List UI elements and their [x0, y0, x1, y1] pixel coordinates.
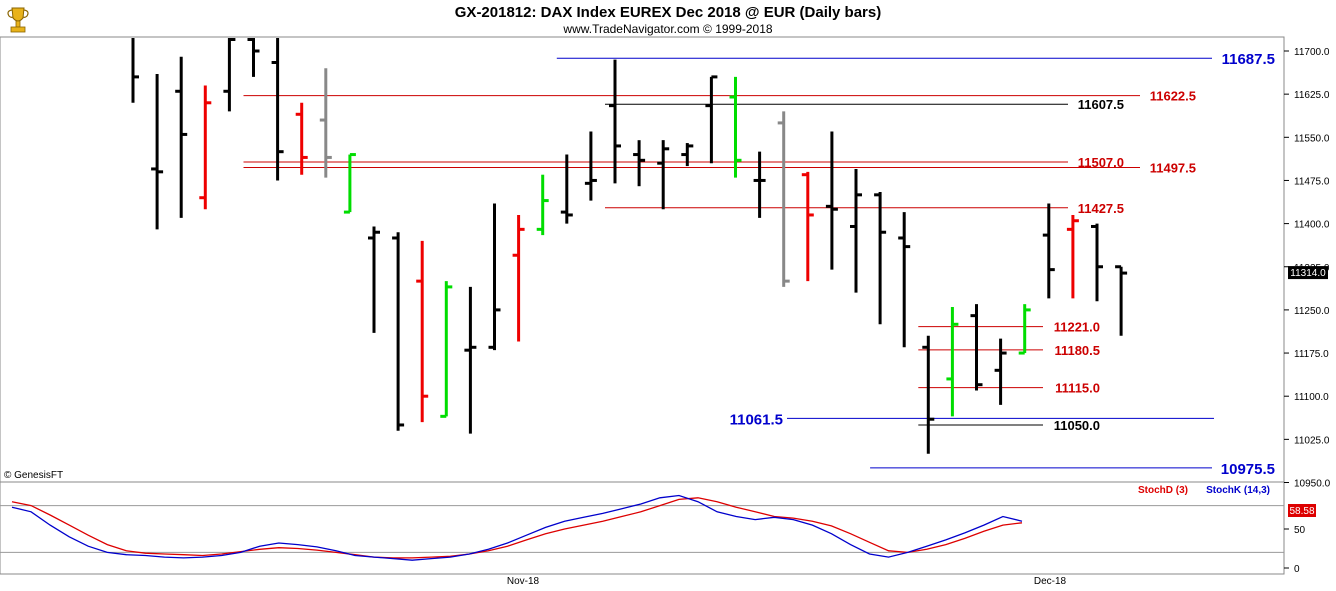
- ohlc-bar: [874, 191, 887, 325]
- ohlc-bar: [1091, 223, 1103, 302]
- ohlc-bar: [1042, 203, 1055, 299]
- ohlc-bar: [247, 37, 260, 77]
- chart-title: GX-201812: DAX Index EUREX Dec 2018 @ EU…: [455, 4, 881, 21]
- ohlc-bar: [705, 75, 718, 164]
- ohlc-bar: [151, 74, 164, 230]
- price-tick-label: 10950.0: [1294, 479, 1331, 490]
- ohlc-bar: [753, 151, 766, 218]
- ohlc-bar: [295, 102, 308, 175]
- ohlc-bar: [271, 38, 284, 181]
- ohlc-bar: [199, 85, 212, 210]
- ohlc-bar: [392, 232, 405, 431]
- stoch-axis: 50 0: [1284, 525, 1306, 575]
- ohlc-bar: [970, 304, 983, 391]
- stoch-legend-k: StochK (14,3): [1206, 485, 1270, 496]
- price-tick-label: 11250.0: [1294, 306, 1330, 317]
- ohlc-bar: [922, 335, 935, 454]
- x-label-nov: Nov-18: [507, 576, 540, 587]
- ohlc-bar: [560, 154, 573, 224]
- stoch-lines: [0, 494, 1284, 561]
- price-tick-label: 11550.0: [1294, 133, 1330, 144]
- ohlc-bar: [175, 56, 188, 218]
- ohlc-bar: [609, 59, 621, 184]
- price-panel-frame: [0, 36, 1285, 483]
- ohlc-bar: [536, 174, 549, 236]
- ohlc-bar: [898, 212, 911, 348]
- ohlc-bar: [801, 171, 814, 282]
- ohlc-bar: [416, 240, 429, 423]
- price-level-label: 11427.5: [1078, 201, 1124, 216]
- ohlc-bar: [994, 338, 1007, 405]
- price-tick-label: 11475.0: [1294, 176, 1330, 187]
- ohlc-bar: [223, 37, 236, 112]
- last-price-value: 11314.0: [1290, 268, 1326, 279]
- stoch-legend-d: StochD (3): [1138, 485, 1188, 496]
- ohlc-bar: [464, 286, 477, 434]
- ohlc-bar: [825, 131, 838, 270]
- header: GX-201812: DAX Index EUREX Dec 2018 @ EU…: [7, 4, 881, 36]
- ohlc-bar: [131, 38, 139, 103]
- stoch-last-value: 58.58: [1289, 506, 1314, 517]
- ohlc-bar: [1115, 265, 1128, 336]
- ohlc-bar: [633, 140, 646, 187]
- ohlc-bar: [681, 143, 694, 167]
- ohlc-bar: [946, 307, 959, 417]
- price-bars: [131, 37, 1128, 454]
- price-level-label: 11221.0: [1054, 320, 1100, 335]
- price-level-label: 11050.0: [1054, 418, 1100, 433]
- price-level-label: 11687.5: [1222, 51, 1275, 68]
- ohlc-bar: [440, 281, 453, 418]
- chart-subtitle: www.TradeNavigator.com © 1999-2018: [562, 22, 772, 36]
- price-level-label: 11497.5: [1150, 161, 1196, 176]
- stoch-tick-label: 0: [1294, 564, 1300, 575]
- stoch-value-badge: 58.58: [1288, 504, 1316, 517]
- price-tick-label: 11025.0: [1294, 435, 1330, 446]
- ohlc-bar: [729, 76, 742, 178]
- stoch-d-line: [11, 497, 1023, 559]
- gold-trophy-icon: [7, 7, 29, 33]
- price-tick-label: 11400.0: [1294, 220, 1330, 231]
- ohlc-bar: [1066, 214, 1079, 299]
- ohlc-bar: [850, 168, 862, 293]
- ohlc-bar: [319, 68, 332, 178]
- price-tick-label: 11175.0: [1294, 349, 1329, 360]
- ohlc-bar: [777, 111, 790, 287]
- ohlc-bar: [343, 153, 356, 214]
- ohlc-bar: [1018, 304, 1031, 355]
- price-level-label: 10975.5: [1221, 461, 1275, 478]
- price-level-label: 11180.5: [1054, 343, 1100, 358]
- stoch-k-line: [11, 494, 1023, 561]
- price-level-label: 11115.0: [1055, 381, 1100, 396]
- ohlc-bar: [512, 214, 525, 342]
- stoch-panel-frame: [0, 481, 1285, 575]
- price-levels: 11687.5 11622.5 11607.5 11507.0 11497.5 11427…: [243, 51, 1275, 478]
- price-level-label: 11061.5: [730, 411, 783, 428]
- copyright-label: © GenesisFT: [4, 470, 63, 481]
- price-level-label: 11507.0: [1078, 155, 1124, 170]
- price-tick-label: 11700.0: [1294, 47, 1330, 58]
- price-tick-label: 11625.0: [1294, 90, 1330, 101]
- price-level-label: 11622.5: [1150, 89, 1196, 104]
- ohlc-bar: [488, 203, 501, 351]
- x-label-dec: Dec-18: [1034, 576, 1067, 587]
- ohlc-bar: [368, 226, 380, 333]
- price-tick-label: 11100.0: [1294, 392, 1329, 403]
- ohlc-bar: [657, 140, 670, 210]
- ohlc-bar: [584, 131, 597, 201]
- last-price-badge: 11314.0: [1288, 266, 1328, 280]
- price-level-label: 11607.5: [1078, 97, 1124, 112]
- stoch-tick-label: 50: [1294, 525, 1306, 536]
